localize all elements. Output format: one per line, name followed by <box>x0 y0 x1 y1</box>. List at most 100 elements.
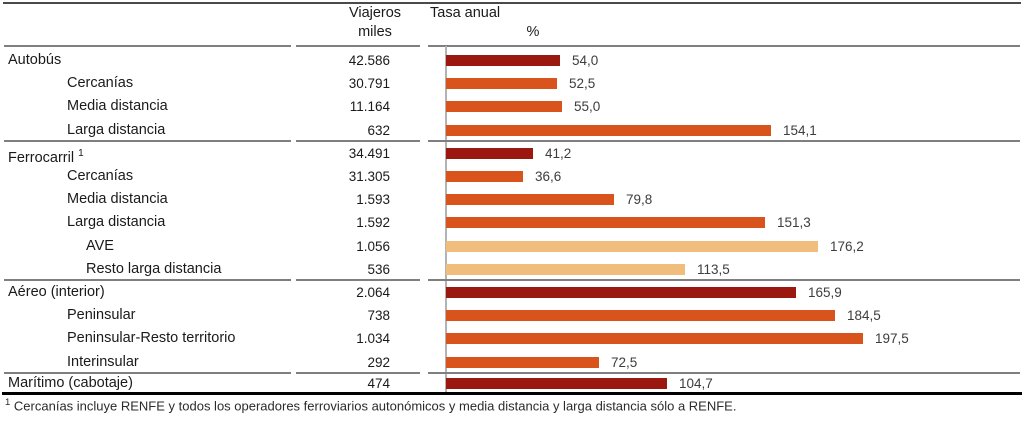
rate-value: 113,5 <box>697 262 730 277</box>
travelers-value: 11.164 <box>349 99 390 114</box>
rate-bar <box>446 264 685 275</box>
row-label-text: Peninsular-Resto territorio <box>67 330 236 346</box>
travelers-value: 1.034 <box>356 331 390 346</box>
rate-value: 52,5 <box>569 76 596 91</box>
table-row: Autobús 42.586 54,0 <box>0 49 1024 72</box>
chart-axis-line <box>445 46 447 393</box>
bottom-border-line <box>2 392 1022 395</box>
row-label-text: Cercanías <box>67 168 134 184</box>
row-label: Cercanías <box>67 165 133 188</box>
travelers-value: 42.586 <box>348 53 390 68</box>
section-separator-line <box>4 140 291 142</box>
row-label-text: Larga distancia <box>67 214 166 230</box>
travelers-value: 2.064 <box>356 285 390 300</box>
rate-value: 151,3 <box>777 215 811 230</box>
table-row: Cercanías 31.305 36,6 <box>0 165 1024 188</box>
row-label-text: Cercanías <box>67 75 134 91</box>
row-label: Ferrocarril 1 <box>8 142 84 170</box>
table-row: Media distancia 1.593 79,8 <box>0 188 1024 211</box>
row-label-text: Ferrocarril <box>8 149 75 166</box>
travelers-value: 31.305 <box>348 169 390 184</box>
rate-bar <box>446 148 533 159</box>
row-label: Marítimo (cabotaje) <box>8 374 133 393</box>
rate-bar <box>446 241 818 252</box>
rate-value: 176,2 <box>830 239 864 254</box>
rate-value: 197,5 <box>875 331 909 346</box>
header-underline-travelers <box>296 45 420 47</box>
row-label: Media distancia <box>67 95 168 118</box>
table-row: Resto larga distancia 536 113,5 <box>0 258 1024 281</box>
row-label: Aéreo (interior) <box>8 281 105 304</box>
row-label: Peninsular <box>67 304 136 327</box>
rate-value: 165,9 <box>808 285 842 300</box>
footnote-text: Cercanías incluye RENFE y todos los oper… <box>13 398 737 414</box>
rate-bar <box>446 78 557 89</box>
row-label: Interinsular <box>67 351 139 374</box>
travelers-value: 1.592 <box>356 215 390 230</box>
rate-value: 41,2 <box>545 146 572 161</box>
header-underline-labels <box>4 45 291 47</box>
row-label: Resto larga distancia <box>86 258 221 281</box>
row-label: Larga distancia <box>67 211 165 234</box>
rate-value: 154,1 <box>783 123 817 138</box>
rate-value: 72,5 <box>611 355 638 370</box>
travelers-value: 474 <box>367 376 390 391</box>
rate-value: 54,0 <box>572 53 599 68</box>
row-label: Peninsular-Resto territorio <box>67 327 235 350</box>
footnote: 1 Cercanías incluye RENFE y todos los op… <box>5 397 736 413</box>
section-separator-line <box>4 372 291 374</box>
rate-bar <box>446 287 796 298</box>
row-label-text: AVE <box>86 238 114 254</box>
travelers-value: 1.593 <box>356 192 390 207</box>
travelers-value: 1.056 <box>356 239 390 254</box>
travelers-value: 632 <box>367 123 390 138</box>
row-label-text: Resto larga distancia <box>86 261 222 277</box>
top-border-line <box>3 2 1021 4</box>
table-row: Larga distancia 632 154,1 <box>0 119 1024 142</box>
table-row: Aéreo (interior) 2.064 165,9 <box>0 281 1024 304</box>
rate-bar <box>446 125 771 136</box>
rate-value: 79,8 <box>626 192 653 207</box>
rate-column-header-line2: % <box>526 24 540 40</box>
section-separator-line <box>428 140 1020 142</box>
rate-bar <box>446 55 560 66</box>
row-label-text: Larga distancia <box>67 122 166 138</box>
travelers-value: 34.491 <box>348 146 390 161</box>
row-label-text: Peninsular <box>67 307 136 323</box>
section-separator-line <box>296 140 420 142</box>
section-separator-line <box>428 372 1020 374</box>
row-label: Cercanías <box>67 72 133 95</box>
rate-bar <box>446 378 667 389</box>
travelers-column-header-line1: Viajeros <box>348 5 402 21</box>
rate-value: 36,6 <box>535 169 562 184</box>
travelers-value: 292 <box>367 355 390 370</box>
table-row: Larga distancia 1.592 151,3 <box>0 211 1024 234</box>
row-label: Larga distancia <box>67 119 165 142</box>
table-row: Marítimo (cabotaje) 474 104,7 <box>0 374 1024 393</box>
rate-bar <box>446 217 765 228</box>
row-label-text: Media distancia <box>67 191 168 207</box>
header-underline-rate <box>428 45 1020 47</box>
table-row: Peninsular 738 184,5 <box>0 304 1024 327</box>
section-separator-line <box>296 372 420 374</box>
row-label-superscript: 1 <box>78 148 84 159</box>
table-row: Cercanías 30.791 52,5 <box>0 72 1024 95</box>
row-label: Media distancia <box>67 188 168 211</box>
rate-value: 184,5 <box>847 308 881 323</box>
row-label: AVE <box>86 235 114 258</box>
table-row: Ferrocarril 1 34.491 41,2 <box>0 142 1024 166</box>
table-row: AVE 1.056 176,2 <box>0 235 1024 258</box>
footnote-marker: 1 <box>5 397 11 408</box>
rate-bar <box>446 171 523 182</box>
row-label-text: Interinsular <box>67 354 139 370</box>
rate-bar <box>446 357 599 368</box>
row-label-text: Media distancia <box>67 98 168 114</box>
rate-bar <box>446 333 863 344</box>
travelers-value: 738 <box>367 308 390 323</box>
rate-bar <box>446 101 562 112</box>
row-label-text: Autobús <box>8 52 62 68</box>
table-row: Peninsular-Resto territorio 1.034 197,5 <box>0 327 1024 350</box>
travelers-value: 30.791 <box>348 76 390 91</box>
rate-bar <box>446 310 835 321</box>
